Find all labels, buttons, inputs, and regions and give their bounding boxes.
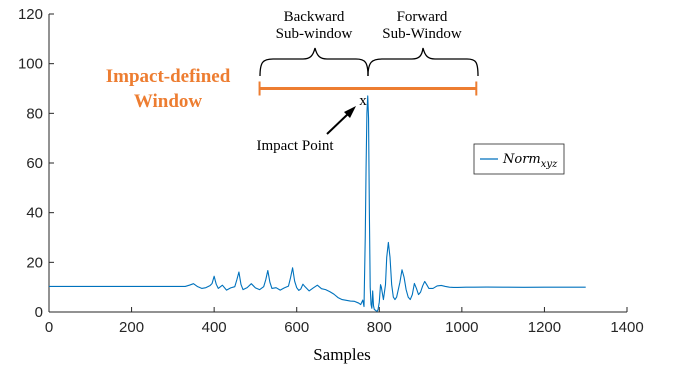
y-tick-label: 0	[35, 304, 43, 321]
series-line-norm-xyz	[49, 95, 586, 312]
forward-label-line1: Forward	[397, 9, 448, 25]
window-label-line2: Window	[134, 91, 203, 112]
backward-brace	[259, 47, 369, 77]
backward-label-line2: Sub-window	[276, 26, 353, 42]
legend-entry-base: Norm	[502, 152, 541, 167]
y-tick-label: 40	[26, 205, 43, 222]
y-ticks: 0 20 40 60 80 100 120	[18, 6, 54, 321]
x-tick-label: 0	[45, 319, 53, 336]
x-tick-label: 800	[367, 319, 392, 336]
forward-brace	[367, 47, 479, 77]
legend-entry-sub: xyz	[541, 159, 558, 170]
impact-arrow	[326, 106, 356, 135]
legend-entry: Normxyz	[502, 152, 558, 170]
window-label-line1: Impact-defined	[106, 66, 231, 87]
x-tick-label: 1200	[528, 319, 561, 336]
x-tick-label: 200	[119, 319, 144, 336]
forward-label-line2: Sub-Window	[382, 26, 462, 42]
x-tick-label: 600	[284, 319, 309, 336]
x-tick-label: 1000	[445, 319, 478, 336]
x-axis-label: Samples	[313, 345, 371, 364]
x-tick-label: 400	[202, 319, 227, 336]
backward-label-line1: Backward	[284, 9, 345, 25]
impact-point-label: Impact Point	[256, 138, 334, 154]
y-tick-label: 60	[26, 155, 43, 172]
y-tick-label: 20	[26, 254, 43, 271]
y-tick-label: 100	[18, 56, 43, 73]
y-tick-label: 80	[26, 105, 43, 122]
legend: Normxyz	[473, 143, 565, 175]
y-tick-label: 120	[18, 6, 43, 23]
impact-point-marker: x	[359, 93, 367, 109]
x-tick-label: 1400	[610, 319, 643, 336]
x-ticks: 0 200 400 600 800 1000 1200 1400	[45, 307, 644, 336]
impact-window	[258, 81, 478, 96]
